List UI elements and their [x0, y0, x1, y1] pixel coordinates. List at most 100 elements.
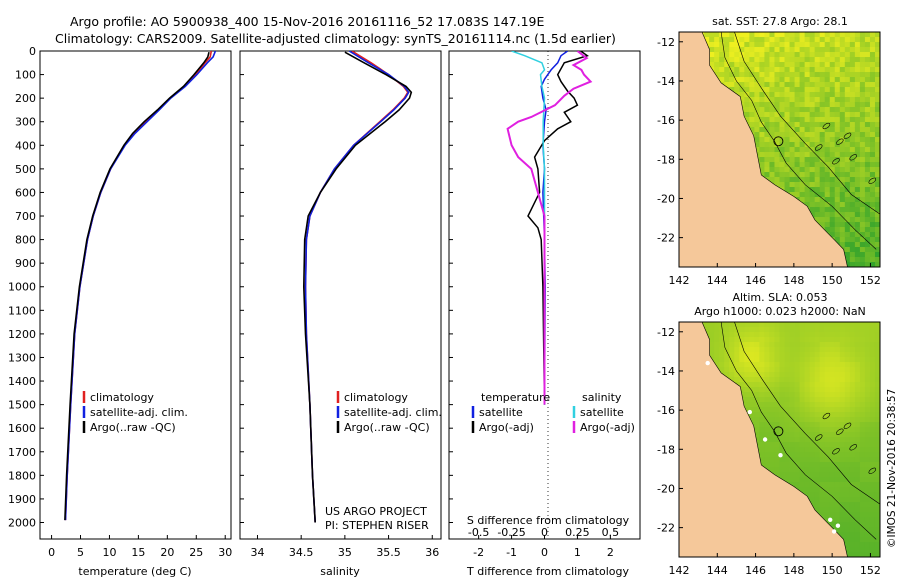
m2-cell — [779, 367, 785, 373]
m1-cell — [864, 132, 871, 138]
m2-cell — [769, 382, 775, 388]
m2-cell — [864, 462, 871, 468]
m2-cell — [859, 337, 866, 343]
m2-cell — [804, 382, 811, 388]
m1-cell — [789, 77, 795, 83]
m2-cell — [784, 372, 790, 378]
m1-cell — [779, 37, 785, 43]
m1-cell — [859, 242, 866, 248]
m1-cell — [834, 157, 841, 163]
m2-cell — [779, 402, 785, 408]
m2-cell — [789, 372, 795, 378]
m2-cell — [794, 322, 801, 328]
m2-cell — [719, 367, 725, 373]
m1-cell — [729, 37, 735, 43]
m2-cell — [804, 462, 811, 468]
m2-cell — [844, 522, 851, 528]
m2-cell — [834, 337, 841, 343]
m1-cell — [854, 172, 861, 178]
m1-cell — [799, 142, 806, 148]
m2-cell — [864, 362, 871, 368]
m2-cell — [789, 332, 795, 338]
m1-cell — [804, 67, 811, 73]
m2-cell — [859, 347, 866, 353]
m2-cell — [864, 412, 871, 418]
m1-cell — [839, 72, 846, 78]
m1-cell — [839, 62, 846, 68]
m1-cell — [769, 57, 775, 63]
m1-cell — [819, 107, 826, 113]
m2-cell — [819, 362, 826, 368]
m2-cell — [854, 552, 861, 557]
m1-cell — [844, 127, 851, 133]
m1-cell — [844, 217, 851, 223]
m2-cell — [789, 482, 795, 488]
m2-cell — [794, 372, 801, 378]
m2-cell — [759, 332, 765, 338]
m1-cell — [794, 97, 801, 103]
m2-float-dot — [778, 453, 783, 458]
m2-cell — [819, 447, 826, 453]
m2-cell — [794, 437, 801, 443]
m2-cell — [849, 397, 856, 403]
m1-cell — [824, 102, 831, 108]
m1-cell — [864, 82, 871, 88]
m2-cell — [764, 337, 770, 343]
m1-cell — [824, 77, 831, 83]
m1-cell — [764, 77, 770, 83]
m2-cell — [774, 387, 780, 393]
m2-cell — [719, 362, 725, 368]
m1-cell — [824, 112, 831, 118]
m1-cell — [849, 142, 856, 148]
m1-reef — [814, 144, 823, 151]
m1-cell — [859, 217, 866, 223]
m2-cell — [869, 367, 876, 373]
m2-cell — [849, 412, 856, 418]
m1-cell — [774, 167, 780, 173]
m1-cell — [834, 82, 841, 88]
m2-cell — [809, 462, 816, 468]
m1-cell — [749, 122, 755, 128]
m2-cell — [769, 357, 775, 363]
temperature-series-2 — [64, 52, 210, 521]
m2-cell — [734, 322, 740, 328]
m2-cell — [859, 437, 866, 443]
m2-cell — [834, 367, 841, 373]
m2-cell — [794, 407, 801, 413]
m2-cell — [734, 342, 740, 348]
m2-cell — [839, 452, 846, 458]
m1-cell — [739, 37, 745, 43]
m1-cell — [784, 77, 790, 83]
m1-cell — [834, 197, 841, 203]
m2-cell — [719, 332, 725, 338]
m1-cell — [714, 67, 720, 73]
temperature-xlabel: temperature (deg C) — [78, 565, 191, 578]
m2-cell — [789, 447, 795, 453]
m2-cell — [809, 497, 816, 503]
m2-cell — [839, 382, 846, 388]
m2-cell — [784, 437, 790, 443]
m1-cell — [794, 47, 801, 53]
m1-cell — [759, 122, 765, 128]
m2-cell — [729, 372, 735, 378]
m1-cell — [744, 42, 750, 48]
m2-cell — [754, 352, 760, 358]
m1-cell — [844, 42, 851, 48]
m1-cell — [849, 127, 856, 133]
m1-cell — [859, 237, 866, 243]
difference-xlabel: T difference from climatology — [466, 565, 629, 578]
m1-cell — [789, 157, 795, 163]
m1-cell — [789, 92, 795, 98]
m2-cell — [859, 532, 866, 538]
m1-cell — [789, 152, 795, 158]
m1-cell — [844, 142, 851, 148]
m1-cell — [794, 127, 801, 133]
m2-cell — [769, 412, 775, 418]
m2-cell — [764, 397, 770, 403]
m2-cell — [779, 447, 785, 453]
m2-cell — [839, 497, 846, 503]
m2-cell — [869, 412, 876, 418]
m2-cell — [804, 427, 811, 433]
m2-cell — [829, 402, 836, 408]
m2-cell — [809, 402, 816, 408]
